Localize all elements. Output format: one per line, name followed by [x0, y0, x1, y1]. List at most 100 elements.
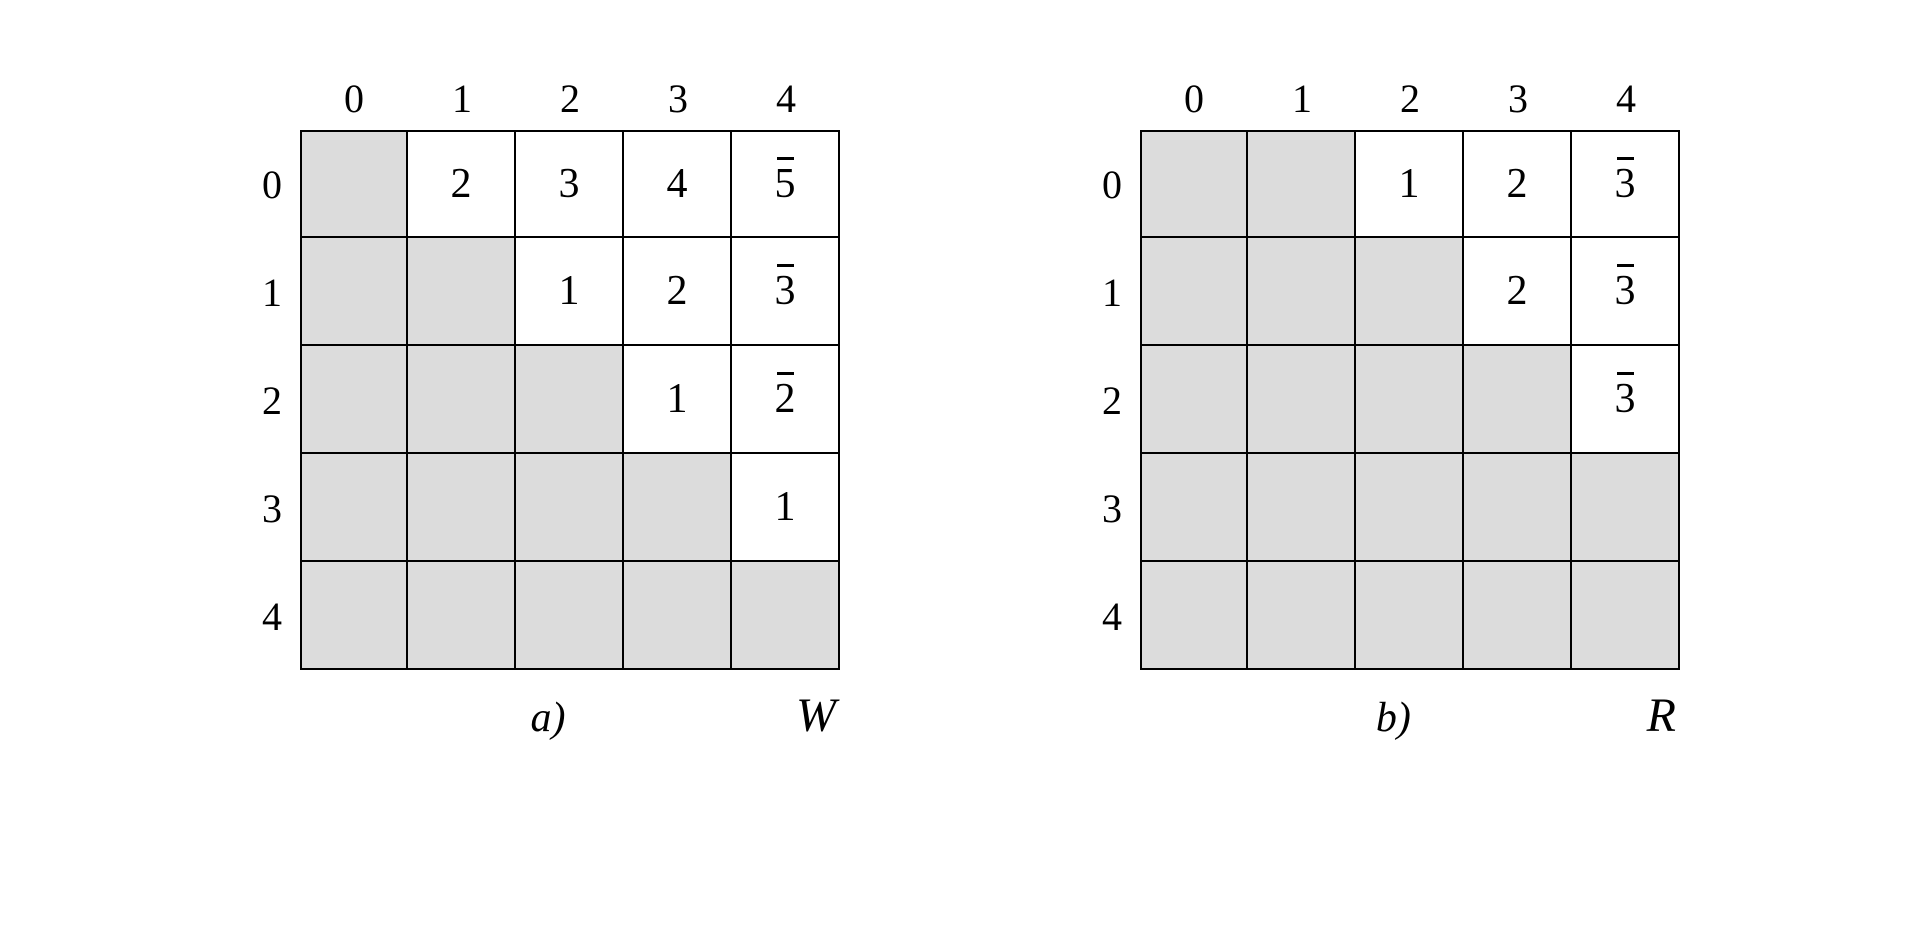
col-header: 0 [300, 70, 408, 130]
row-header: 4 [1080, 562, 1140, 670]
caption-row-W: a) W [240, 688, 840, 743]
cell [1464, 454, 1572, 562]
cell [408, 454, 516, 562]
row-header: 2 [1080, 346, 1140, 454]
row-header: 1 [1080, 238, 1140, 346]
cell [1248, 238, 1356, 346]
cell-value-overline: 5 [775, 163, 796, 205]
cell [1140, 454, 1248, 562]
cell: 3 [516, 130, 624, 238]
grid-row: 1 1 2 3 [240, 238, 840, 346]
matrix-R: 0 1 2 3 4 0 1 2 3 1 2 3 [1080, 70, 1680, 743]
cell [1572, 562, 1680, 670]
cell: 3 [732, 238, 840, 346]
cell [1140, 346, 1248, 454]
grid-row: 4 [240, 562, 840, 670]
col-headers-W: 0 1 2 3 4 [300, 70, 840, 130]
cell-value: 4 [667, 160, 688, 208]
grid-row: 0 1 2 3 [1080, 130, 1680, 238]
row-header: 1 [240, 238, 300, 346]
cell [1464, 562, 1572, 670]
grid-row: 3 1 [240, 454, 840, 562]
col-headers-R: 0 1 2 3 4 [1140, 70, 1680, 130]
cell [300, 130, 408, 238]
cell-value: 2 [667, 267, 688, 315]
grid-wrapper-R: 0 1 2 3 1 2 3 2 [1080, 130, 1680, 670]
caption-label: a) [240, 694, 796, 742]
cell [408, 238, 516, 346]
cell [1572, 454, 1680, 562]
caption-symbol: R [1647, 688, 1680, 743]
cell [1356, 454, 1464, 562]
cell: 2 [1464, 130, 1572, 238]
matrix-W: 0 1 2 3 4 0 2 3 4 5 1 1 2 3 [240, 70, 840, 743]
cell-value: 2 [1507, 160, 1528, 208]
col-header: 4 [732, 70, 840, 130]
cell: 3 [1572, 346, 1680, 454]
col-header: 2 [1356, 70, 1464, 130]
grid-row: 3 [1080, 454, 1680, 562]
row-header: 0 [1080, 130, 1140, 238]
cell [1248, 346, 1356, 454]
page: 0 1 2 3 4 0 2 3 4 5 1 1 2 3 [0, 0, 1920, 952]
grid-row: 0 2 3 4 5 [240, 130, 840, 238]
col-header: 1 [1248, 70, 1356, 130]
grid-row: 2 1 2 [240, 346, 840, 454]
cell [300, 454, 408, 562]
cell [1248, 454, 1356, 562]
col-header: 1 [408, 70, 516, 130]
cell [624, 562, 732, 670]
grid-wrapper-W: 0 2 3 4 5 1 1 2 3 2 1 [240, 130, 840, 670]
col-header: 3 [624, 70, 732, 130]
row-header: 3 [1080, 454, 1140, 562]
row-header: 0 [240, 130, 300, 238]
cell [1356, 238, 1464, 346]
cell: 2 [624, 238, 732, 346]
cell [516, 562, 624, 670]
cell-value: 2 [1507, 267, 1528, 315]
cell-value-overline: 3 [1615, 378, 1636, 420]
cell-value: 3 [559, 160, 580, 208]
cell: 3 [1572, 130, 1680, 238]
cell: 1 [624, 346, 732, 454]
cell [408, 562, 516, 670]
cell [1248, 130, 1356, 238]
caption-row-R: b) R [1080, 688, 1680, 743]
cell-value-overline: 3 [775, 270, 796, 312]
grid-row: 4 [1080, 562, 1680, 670]
cell [300, 238, 408, 346]
cell: 1 [516, 238, 624, 346]
cell: 4 [624, 130, 732, 238]
col-header: 2 [516, 70, 624, 130]
cell [1140, 130, 1248, 238]
cell [1140, 238, 1248, 346]
cell [300, 346, 408, 454]
cell-value: 1 [775, 483, 796, 531]
cell [624, 454, 732, 562]
cell-value-overline: 3 [1615, 270, 1636, 312]
grid-row: 1 2 3 [1080, 238, 1680, 346]
cell: 2 [408, 130, 516, 238]
col-header: 4 [1572, 70, 1680, 130]
cell: 5 [732, 130, 840, 238]
cell-value-overline: 3 [1615, 163, 1636, 205]
row-header: 3 [240, 454, 300, 562]
cell: 2 [1464, 238, 1572, 346]
grid-row: 2 3 [1080, 346, 1680, 454]
cell: 2 [732, 346, 840, 454]
row-header: 2 [240, 346, 300, 454]
cell-value: 1 [559, 267, 580, 315]
cell [1356, 562, 1464, 670]
cell: 1 [1356, 130, 1464, 238]
cell [1248, 562, 1356, 670]
cell [732, 562, 840, 670]
cell-value: 1 [1399, 160, 1420, 208]
col-header: 0 [1140, 70, 1248, 130]
caption-symbol: W [796, 688, 840, 743]
cell: 3 [1572, 238, 1680, 346]
cell-value: 1 [667, 375, 688, 423]
row-header: 4 [240, 562, 300, 670]
cell-value-overline: 2 [775, 378, 796, 420]
cell [516, 346, 624, 454]
cell [1356, 346, 1464, 454]
